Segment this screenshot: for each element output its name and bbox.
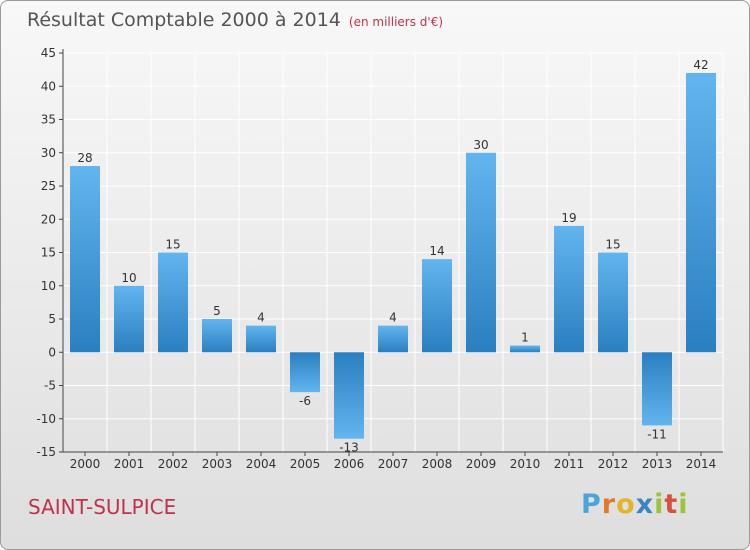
bar-value-label: 19 (561, 211, 576, 225)
logo-letter: r (601, 489, 617, 520)
proxiti-logo[interactable]: Proxiti (581, 489, 689, 520)
bar (246, 325, 276, 353)
x-tick-label: 2000 (70, 457, 101, 471)
x-tick-label: 2002 (158, 457, 189, 471)
chart-title-text: Résultat Comptable 2000 à 2014 (27, 9, 341, 31)
logo-letter: o (616, 489, 636, 520)
y-tick-label: 35 (41, 113, 56, 127)
x-tick-label: 2012 (598, 457, 629, 471)
x-tick-label: 2007 (378, 457, 409, 471)
bar-value-label: 1 (521, 331, 529, 345)
bar (114, 285, 144, 353)
y-tick-label: 5 (48, 312, 56, 326)
y-tick-label: 0 (48, 345, 56, 359)
bar-value-label: -6 (299, 394, 311, 408)
bar (290, 352, 320, 393)
bar (642, 352, 672, 426)
y-tick-label: 20 (41, 212, 56, 226)
y-tick-label: 15 (41, 246, 56, 260)
bar (686, 72, 716, 353)
bar (422, 259, 452, 353)
bar (334, 352, 364, 439)
y-tick-label: -10 (36, 412, 56, 426)
x-tick-label: 2013 (642, 457, 673, 471)
logo-letter: x (635, 489, 655, 520)
logo-letter: t (664, 489, 679, 520)
bar (202, 319, 232, 353)
y-tick-label: 25 (41, 179, 56, 193)
x-tick-label: 2009 (466, 457, 497, 471)
x-tick-label: 2004 (246, 457, 277, 471)
x-tick-label: 2005 (290, 457, 321, 471)
bar (378, 325, 408, 353)
y-tick-label: 45 (41, 46, 56, 60)
y-tick-label: -15 (36, 445, 56, 459)
y-tick-label: 30 (41, 146, 56, 160)
x-tick-label: 2011 (554, 457, 585, 471)
bar-value-label: 4 (257, 311, 265, 325)
bar-value-label: 14 (429, 244, 444, 258)
bar-value-label: -11 (647, 427, 667, 441)
x-tick-label: 2014 (686, 457, 717, 471)
bar (510, 345, 540, 353)
bar-value-label: 10 (121, 271, 136, 285)
x-tick-label: 2006 (334, 457, 365, 471)
y-tick-label: 40 (41, 79, 56, 93)
bar (466, 152, 496, 353)
logo-letter: i (654, 489, 665, 520)
bar-value-label: 5 (213, 304, 221, 318)
bar (554, 225, 584, 353)
x-tick-label: 2010 (510, 457, 541, 471)
bar-value-label: 28 (77, 151, 92, 165)
logo-letter: i (678, 489, 689, 520)
x-tick-label: 2008 (422, 457, 453, 471)
logo-letter: P (581, 489, 602, 520)
bar-value-label: 15 (605, 238, 620, 252)
x-tick-label: 2001 (114, 457, 145, 471)
place-name: SAINT-SULPICE (28, 495, 177, 519)
bar-value-label: 42 (693, 58, 708, 72)
bar-value-label: -13 (339, 441, 359, 455)
bar (158, 252, 188, 353)
y-tick-label: 10 (41, 279, 56, 293)
bar (598, 252, 628, 353)
bar (70, 166, 100, 353)
bar-value-label: 15 (165, 238, 180, 252)
y-tick-label: -5 (44, 379, 56, 393)
chart-subtitle: (en milliers d'€) (348, 15, 444, 29)
bar-value-label: 4 (389, 311, 397, 325)
x-tick-label: 2003 (202, 457, 233, 471)
bar-value-label: 30 (473, 138, 488, 152)
chart-title: Résultat Comptable 2000 à 2014 (en millie… (27, 9, 443, 31)
